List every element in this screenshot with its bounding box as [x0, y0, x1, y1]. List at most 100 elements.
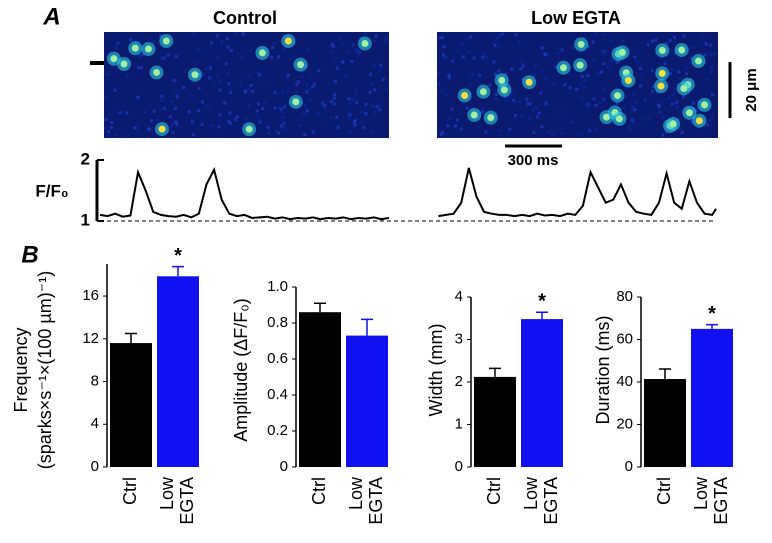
noise	[597, 101, 601, 105]
noise	[324, 118, 328, 122]
noise	[308, 98, 312, 102]
noise	[348, 113, 352, 117]
noise	[497, 69, 501, 73]
noise	[442, 45, 446, 49]
noise	[239, 55, 243, 59]
noise	[710, 52, 714, 56]
noise	[568, 86, 572, 90]
noise	[378, 108, 382, 112]
noise	[173, 106, 177, 110]
x-tick-label: Ctrl	[309, 477, 329, 505]
noise	[593, 32, 597, 36]
noise	[168, 115, 172, 119]
spark	[576, 61, 584, 69]
noise	[480, 83, 484, 87]
noise	[586, 44, 590, 48]
noise	[450, 107, 454, 111]
noise	[675, 100, 679, 104]
noise	[540, 125, 544, 129]
noise	[440, 36, 444, 40]
noise	[446, 124, 450, 128]
noise	[507, 95, 511, 99]
y-tick-label: 3	[455, 330, 463, 347]
noise	[332, 102, 336, 106]
noise	[174, 120, 178, 124]
noise	[364, 112, 368, 116]
noise	[174, 92, 178, 96]
noise	[306, 47, 310, 51]
noise	[519, 113, 523, 117]
noise	[655, 90, 659, 94]
noise	[330, 42, 334, 46]
significance: *	[174, 245, 182, 267]
noise	[514, 33, 518, 37]
noise	[483, 53, 487, 57]
noise	[504, 72, 508, 76]
noise	[629, 127, 633, 131]
noise	[235, 115, 239, 119]
noise	[701, 35, 705, 39]
spark	[685, 109, 693, 117]
noise	[149, 119, 153, 123]
noise	[528, 102, 532, 106]
noise	[245, 116, 249, 120]
error-bar	[706, 323, 718, 329]
noise	[632, 92, 636, 96]
y-tick-label: 1	[455, 415, 463, 432]
noise	[694, 108, 698, 112]
noise	[266, 125, 270, 129]
noise	[602, 87, 606, 91]
spark	[695, 117, 703, 125]
noise	[602, 97, 606, 101]
noise	[600, 70, 604, 74]
spark	[292, 98, 300, 106]
x-tick-label: Ctrl	[484, 477, 504, 505]
noise	[377, 103, 381, 107]
noise	[630, 118, 634, 122]
noise	[706, 123, 710, 127]
spark	[258, 49, 266, 57]
noise	[610, 59, 614, 63]
spark	[669, 120, 677, 128]
noise	[575, 36, 579, 40]
noise	[641, 117, 645, 121]
noise	[643, 98, 647, 102]
noise	[241, 32, 245, 36]
noise	[465, 106, 469, 110]
spark	[658, 69, 666, 77]
noise	[162, 56, 166, 60]
noise	[248, 104, 252, 108]
noise	[201, 100, 205, 104]
spark	[131, 44, 139, 52]
noise	[138, 52, 142, 56]
noise	[308, 75, 312, 79]
noise	[439, 132, 443, 136]
noise	[152, 40, 156, 44]
noise	[276, 131, 280, 135]
noise	[303, 133, 307, 137]
noise	[535, 115, 539, 119]
noise	[710, 93, 714, 97]
noise	[661, 115, 665, 119]
noise	[591, 40, 595, 44]
noise	[238, 84, 242, 88]
noise	[585, 102, 589, 106]
noise	[636, 60, 640, 64]
noise	[356, 50, 360, 54]
noise	[521, 60, 525, 64]
noise	[282, 121, 286, 125]
y-tick-label: 0	[91, 458, 99, 475]
noise	[174, 54, 178, 58]
spark	[470, 111, 478, 119]
noise	[438, 36, 442, 40]
noise	[521, 64, 525, 68]
noise	[335, 66, 339, 70]
bar	[644, 379, 686, 467]
noise	[471, 73, 475, 77]
noise	[512, 98, 516, 102]
noise	[673, 87, 677, 91]
noise	[159, 56, 163, 60]
noise	[283, 105, 287, 109]
noise	[107, 72, 111, 76]
noise	[116, 41, 120, 45]
